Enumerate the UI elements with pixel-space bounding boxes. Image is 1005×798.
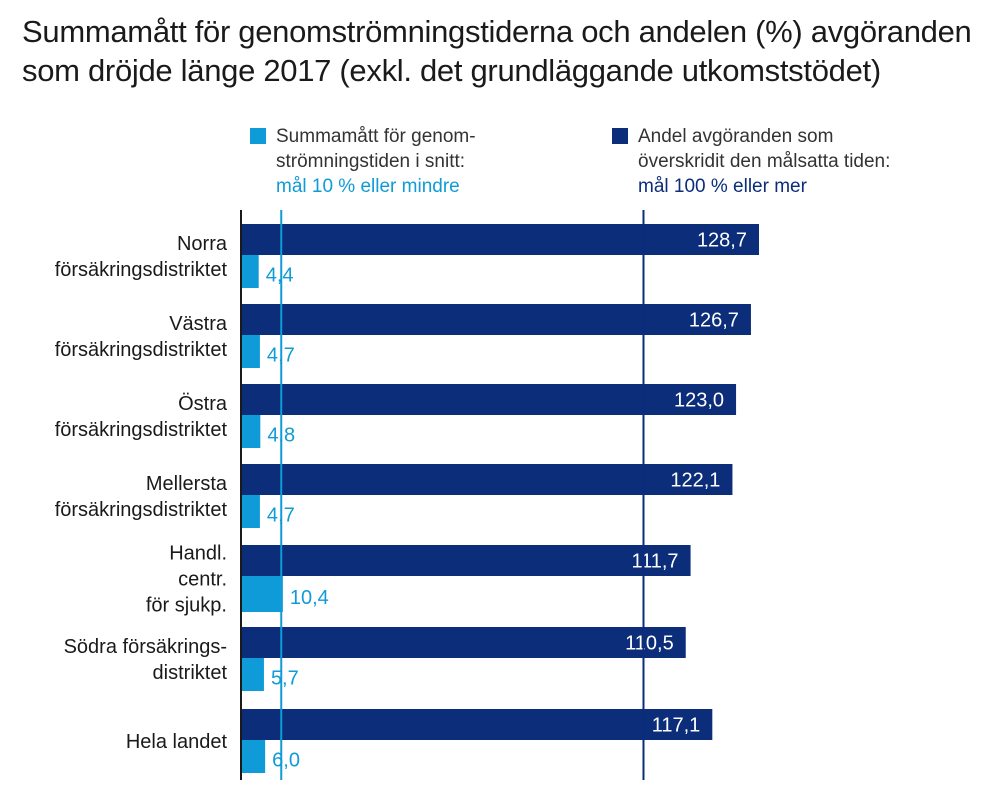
legend-light-line1: Summamått för genom-	[276, 126, 476, 147]
category-label-0-1: försäkringsdistriktet	[55, 259, 228, 281]
legend-dark-line2: överskridit den målsatta tiden:	[638, 151, 891, 172]
data-label-dark-6: 117,1	[652, 715, 701, 737]
bar-light-2	[241, 415, 261, 448]
bar-dark-6	[241, 709, 713, 740]
category-label-4-0: Handl.	[169, 543, 227, 565]
category-label-0-0: Norra	[177, 233, 228, 255]
data-label-dark-3: 122,1	[670, 470, 720, 492]
category-label-5-0: Södra försäkrings-	[64, 636, 227, 658]
legend-dark-line1: Andel avgöranden som	[638, 126, 834, 147]
category-label-5-1: distriktet	[153, 662, 228, 684]
bar-dark-2	[241, 384, 737, 415]
data-label-light-4: 10,4	[290, 587, 329, 609]
bar-light-5	[241, 658, 264, 691]
data-label-dark-5: 110,5	[625, 633, 674, 655]
bar-dark-0	[241, 224, 759, 255]
bar-dark-1	[241, 304, 751, 335]
data-label-light-0: 4,4	[266, 265, 294, 287]
data-label-light-6: 6,0	[272, 750, 300, 772]
bar-dark-5	[241, 627, 686, 658]
bar-light-3	[241, 495, 260, 528]
category-label-6-0: Hela landet	[126, 731, 228, 753]
category-label-2-1: försäkringsdistriktet	[55, 419, 228, 441]
data-label-dark-2: 123,0	[674, 390, 724, 412]
legend-swatch-dark	[612, 128, 628, 144]
bar-light-0	[241, 255, 259, 288]
data-label-dark-0: 128,7	[697, 230, 747, 252]
data-label-dark-4: 111,7	[631, 551, 678, 573]
data-label-light-5: 5,7	[271, 668, 299, 690]
category-label-4-1: centr.	[178, 569, 227, 591]
data-label-dark-1: 126,7	[689, 310, 739, 332]
chart-title: Summamått för genomströmningstiderna och…	[22, 14, 972, 88]
bar-light-6	[241, 740, 266, 773]
bar-light-1	[241, 335, 260, 368]
bar-light-4	[241, 576, 283, 612]
category-label-4-2: för sjukp.	[146, 595, 227, 617]
bar-dark-4	[241, 545, 691, 576]
legend-swatch-light	[250, 128, 266, 144]
category-label-3-1: försäkringsdistriktet	[55, 499, 228, 521]
legend-light-goal: mål 10 % eller mindre	[276, 176, 460, 197]
category-label-2-0: Östra	[178, 393, 228, 415]
category-label-1-0: Västra	[169, 313, 228, 335]
category-label-1-1: försäkringsdistriktet	[55, 339, 228, 361]
bar-dark-3	[241, 464, 733, 495]
legend-dark-goal: mål 100 % eller mer	[638, 176, 807, 197]
legend-light-line2: strömningstiden i snitt:	[276, 151, 466, 172]
category-label-3-0: Mellersta	[146, 473, 228, 495]
